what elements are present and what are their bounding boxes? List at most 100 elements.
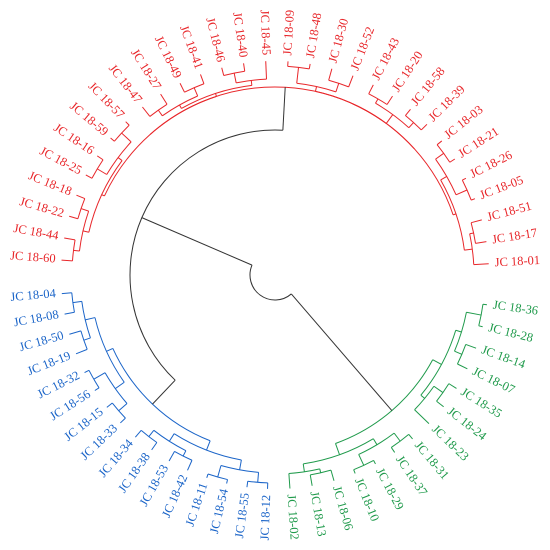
branch-segment bbox=[408, 122, 414, 129]
branch-segment bbox=[157, 109, 163, 117]
branch-segment bbox=[226, 479, 229, 484]
branch-segment bbox=[348, 75, 354, 88]
branch-segment bbox=[179, 83, 185, 93]
branch-segment bbox=[94, 387, 100, 391]
branch-segment bbox=[187, 460, 193, 471]
branch-segment bbox=[358, 454, 365, 466]
branch-segment bbox=[464, 248, 473, 251]
branch-arc bbox=[71, 292, 75, 313]
branch-segment bbox=[435, 152, 444, 160]
branch-arc bbox=[88, 370, 100, 389]
branch-segment bbox=[432, 359, 442, 365]
branch-segment bbox=[115, 381, 125, 390]
branch-arc bbox=[174, 450, 193, 461]
branch-arc bbox=[315, 90, 387, 124]
branch-segment bbox=[314, 86, 318, 92]
branch-segment bbox=[160, 93, 168, 105]
leaf-label: JC 18-30 bbox=[326, 17, 352, 65]
leaf-label: JC 18-12 bbox=[258, 495, 274, 541]
branch-arc bbox=[457, 344, 467, 365]
branch-segment bbox=[330, 469, 335, 481]
branch-segment bbox=[368, 84, 374, 95]
branch-arc bbox=[223, 70, 245, 76]
branch-segment bbox=[80, 208, 89, 212]
leaf-label: JC 18-36 bbox=[492, 298, 539, 318]
branch-segment bbox=[408, 434, 413, 440]
leaf-label: JC 18-60 bbox=[10, 248, 56, 265]
branch-segment bbox=[75, 348, 88, 355]
leaf-label: JC 18-17 bbox=[491, 226, 538, 247]
branch-segment bbox=[142, 106, 151, 117]
branch-segment bbox=[233, 72, 237, 83]
branch-segment bbox=[182, 450, 187, 457]
branch-segment bbox=[375, 98, 379, 104]
branch-segment bbox=[302, 463, 305, 472]
branch-segment bbox=[469, 232, 474, 235]
branch-segment bbox=[448, 383, 457, 389]
branch-segment bbox=[121, 132, 132, 143]
leaf-label: JC 18-44 bbox=[12, 221, 60, 243]
branch-segment bbox=[134, 430, 142, 438]
branch-segment bbox=[353, 469, 356, 474]
branch-segment bbox=[290, 293, 393, 411]
branch-segment bbox=[168, 451, 175, 462]
branch-segment bbox=[64, 237, 76, 241]
leaf-label: JC 18-40 bbox=[230, 11, 251, 58]
branch-segment bbox=[288, 473, 291, 489]
branch-segment bbox=[72, 300, 82, 304]
branch-segment bbox=[110, 137, 115, 142]
branch-segment bbox=[85, 174, 93, 179]
branch-segment bbox=[152, 379, 176, 405]
branch-segment bbox=[96, 155, 104, 161]
branch-segment bbox=[296, 67, 300, 84]
branch-segment bbox=[436, 140, 443, 146]
leaf-label: JC 18-52 bbox=[348, 25, 378, 72]
branch-segment bbox=[405, 109, 411, 116]
leaf-label: JC 18-06 bbox=[330, 484, 356, 532]
branch-segment bbox=[69, 215, 79, 220]
branch-segment bbox=[106, 347, 114, 352]
branch-arc bbox=[440, 179, 465, 251]
branch-arc bbox=[114, 124, 130, 142]
branch-segment bbox=[84, 369, 90, 374]
branch-arc bbox=[184, 83, 205, 93]
leaf-label: JC 18-50 bbox=[18, 328, 66, 354]
branch-segment bbox=[454, 350, 463, 355]
branch-arc bbox=[111, 402, 126, 419]
branch-arc bbox=[470, 222, 477, 244]
branch-arc bbox=[288, 468, 320, 475]
leaf-label: JC 18-51 bbox=[485, 199, 533, 224]
branch-segment bbox=[179, 104, 182, 109]
branch-segment bbox=[61, 292, 72, 295]
branch-segment bbox=[85, 317, 96, 321]
branch-segment bbox=[433, 385, 444, 393]
branch-segment bbox=[69, 330, 82, 335]
leaf-label: JC 18-28 bbox=[487, 320, 535, 345]
branch-segment bbox=[473, 263, 489, 266]
branch-arc bbox=[435, 158, 457, 196]
branch-segment bbox=[97, 168, 107, 175]
branch-segment bbox=[414, 409, 430, 425]
branch-segment bbox=[482, 303, 487, 306]
leaf-label: JC 18-54 bbox=[207, 487, 231, 535]
leaf-label: JC 18-04 bbox=[10, 286, 57, 304]
leaf-label: JC 18-02 bbox=[284, 494, 301, 540]
branch-segment bbox=[243, 63, 246, 72]
branch-segment bbox=[221, 67, 225, 76]
branch-segment bbox=[120, 417, 126, 424]
branch-segment bbox=[257, 472, 260, 483]
branch-segment bbox=[239, 459, 242, 470]
branch-segment bbox=[390, 447, 396, 453]
branch-segment bbox=[328, 68, 333, 81]
branch-segment bbox=[457, 363, 468, 370]
branch-segment bbox=[76, 194, 85, 200]
branch-segment bbox=[282, 87, 286, 131]
leaf-label: JC 18-08 bbox=[12, 307, 59, 329]
leaf-label: JC 18-18 bbox=[26, 168, 73, 198]
branch-segment bbox=[106, 402, 113, 408]
branch-segment bbox=[101, 194, 105, 197]
branch-arc bbox=[436, 144, 451, 163]
branch-segment bbox=[64, 311, 75, 315]
branch-segment bbox=[475, 241, 487, 244]
